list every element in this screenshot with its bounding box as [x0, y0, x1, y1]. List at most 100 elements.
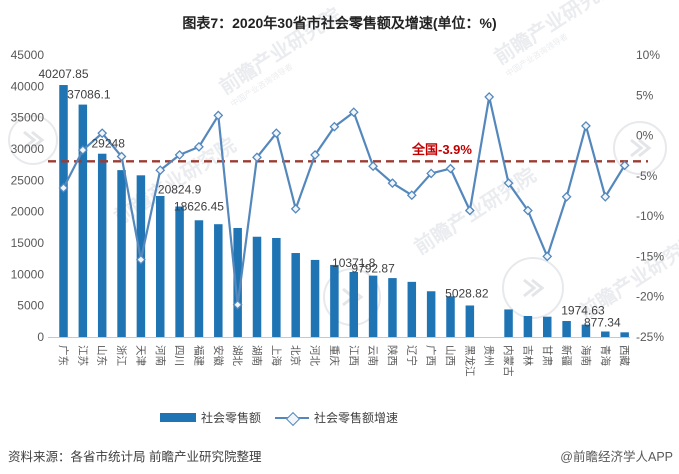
line-marker-安徽 — [213, 110, 224, 121]
x-axis-label-湖南: 湖南 — [251, 345, 264, 366]
x-axis-label-浙江: 浙江 — [115, 345, 127, 366]
bar-value-label-黑龙江: 5028.82 — [445, 286, 489, 300]
bar-安徽 — [214, 224, 223, 337]
bar-西藏 — [620, 332, 629, 337]
app-credit: @前瞻经济学人APP — [560, 450, 673, 464]
growth-line — [62, 95, 626, 306]
line-marker-湖南 — [252, 152, 262, 163]
bar-山东 — [97, 153, 107, 337]
legend-line-label: 社会零售额增速 — [314, 411, 399, 425]
line-marker-河南 — [155, 165, 166, 176]
bar-陕西 — [388, 278, 397, 337]
line-marker-广东 — [58, 183, 69, 193]
national-average-label: 全国-3.9% — [411, 142, 472, 157]
bar-广西 — [426, 291, 436, 337]
bar-value-label-海南: 1974.63 — [561, 304, 605, 318]
x-axis-label-福建: 福建 — [192, 345, 205, 366]
left-axis-tick: 35000 — [11, 111, 45, 125]
right-axis-tick: -20% — [636, 290, 664, 304]
x-axis-label-广西: 广西 — [425, 345, 437, 366]
bar-海南 — [581, 324, 591, 337]
qianzhan-chevron-icon — [523, 278, 545, 298]
x-axis-label-西藏: 西藏 — [618, 345, 630, 366]
retail-combo-chart: 前瞻产业研究院中国产业咨询领导者前瞻产业研究院中国产业咨询领导者前瞻产业研究院前… — [8, 0, 679, 377]
line-marker-青海 — [600, 191, 611, 202]
bar-辽宁 — [407, 281, 417, 337]
bar-value-label-山东: 29248 — [92, 137, 126, 151]
right-axis-tick: -25% — [636, 330, 664, 344]
right-axis-tick: -5% — [636, 169, 658, 183]
line-marker-山东 — [97, 128, 108, 139]
left-axis-tick: 25000 — [11, 173, 45, 187]
x-axis-label-吉林: 吉林 — [521, 345, 534, 366]
bar-四川 — [175, 206, 184, 337]
right-axis-tick: -15% — [636, 249, 664, 263]
bar-value-label-福建: 18626.45 — [174, 199, 224, 213]
bar-value-label-广东: 40207.85 — [38, 67, 88, 81]
x-axis-label-海南: 海南 — [579, 345, 592, 366]
x-axis-label-青海: 青海 — [599, 345, 612, 366]
line-marker-上海 — [271, 128, 282, 139]
line-marker-甘肃 — [542, 251, 553, 262]
x-axis-label-北京: 北京 — [289, 345, 302, 366]
legend-bar-swatch — [160, 413, 196, 422]
bar-广东 — [59, 85, 68, 337]
bar-北京 — [291, 253, 300, 337]
line-marker-黑龙江 — [464, 205, 475, 216]
line-marker-云南 — [368, 161, 379, 172]
line-marker-吉林 — [522, 205, 533, 216]
bar-河南 — [156, 195, 165, 337]
bar-甘肃 — [543, 316, 552, 337]
line-marker-贵州 — [484, 91, 495, 102]
x-axis-label-广东: 广东 — [57, 345, 70, 366]
legend-item-bar: 社会零售额 — [160, 409, 261, 426]
x-axis-label-山东: 山东 — [96, 345, 109, 366]
left-axis-tick: 0 — [37, 330, 44, 344]
legend-diamond-marker-icon — [285, 411, 301, 426]
left-axis-tick: 30000 — [11, 142, 45, 156]
line-marker-江苏 — [77, 145, 88, 155]
left-axis-tick: 20000 — [11, 205, 45, 219]
line-marker-山西 — [445, 163, 456, 174]
x-axis-label-陕西: 陕西 — [386, 345, 399, 366]
left-axis-tick: 40000 — [11, 79, 45, 93]
x-axis-label-重庆: 重庆 — [328, 345, 341, 366]
bar-value-label-青海: 877.34 — [584, 316, 621, 330]
bar-value-label-云南: 9792.87 — [351, 262, 395, 276]
x-axis-label-四川: 四川 — [173, 345, 185, 366]
x-axis-label-河南: 河南 — [154, 345, 167, 366]
bar-黑龙江 — [465, 305, 475, 337]
bar-内蒙古 — [504, 309, 513, 337]
x-axis-label-内蒙古: 内蒙古 — [502, 345, 515, 377]
watermark-text: 前瞻产业研究院 — [490, 0, 620, 69]
right-axis-tick: -10% — [636, 209, 664, 223]
qianzhan-chevron-icon — [23, 130, 45, 150]
left-axis-tick: 10000 — [11, 267, 45, 281]
right-axis-tick: 5% — [636, 88, 654, 102]
line-marker-西藏 — [619, 160, 630, 171]
bar-上海 — [272, 237, 281, 337]
x-axis-label-江苏: 江苏 — [76, 345, 89, 366]
left-axis-tick: 45000 — [11, 48, 45, 62]
x-axis-label-上海: 上海 — [270, 345, 283, 366]
bar-湖南 — [252, 236, 262, 337]
bar-江西 — [349, 272, 358, 337]
legend-bar-label: 社会零售额 — [201, 411, 262, 425]
legend-item-line: 社会零售额增速 — [275, 409, 398, 426]
x-axis-label-甘肃: 甘肃 — [541, 345, 554, 366]
line-marker-海南 — [581, 120, 591, 131]
left-axis-tick: 15000 — [11, 236, 45, 250]
line-marker-广西 — [426, 168, 437, 179]
x-axis-label-黑龙江: 黑龙江 — [463, 345, 476, 377]
line-marker-天津 — [135, 254, 146, 265]
source-row: 资料来源：各省市统计局 前瞻产业研究院整理 @前瞻经济学人APP — [8, 446, 673, 465]
line-marker-北京 — [290, 203, 301, 214]
line-marker-浙江 — [116, 151, 127, 162]
line-marker-辽宁 — [406, 190, 417, 201]
x-axis-label-江西: 江西 — [347, 345, 359, 366]
bar-云南 — [368, 275, 378, 337]
bar-青海 — [601, 331, 610, 337]
chart-legend: 社会零售额 社会零售额增速 — [160, 409, 398, 426]
x-axis-label-安徽: 安徽 — [212, 345, 225, 366]
